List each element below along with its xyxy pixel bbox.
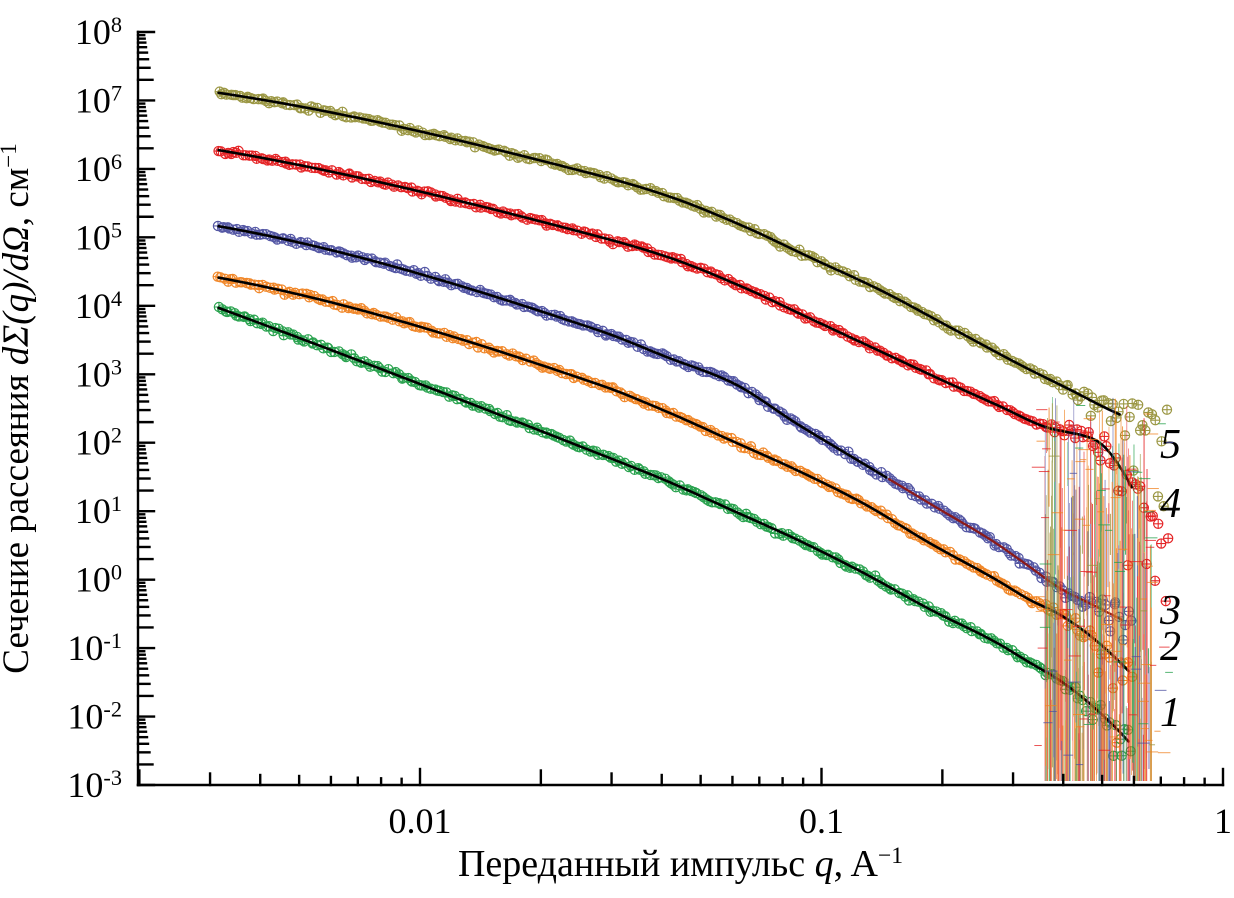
svg-text:1: 1 xyxy=(1160,690,1181,736)
svg-text:0.1: 0.1 xyxy=(799,801,844,841)
svg-text:Сечение рассеяния dΣ(q)/dΩ, см: Сечение рассеяния dΣ(q)/dΩ, см−1 xyxy=(0,143,37,673)
svg-text:0.01: 0.01 xyxy=(389,801,452,841)
svg-text:4: 4 xyxy=(1160,481,1181,527)
svg-text:Переданный импульс q, A−1: Переданный импульс q, A−1 xyxy=(458,843,903,885)
svg-text:1: 1 xyxy=(1214,801,1232,841)
svg-text:5: 5 xyxy=(1160,422,1181,468)
